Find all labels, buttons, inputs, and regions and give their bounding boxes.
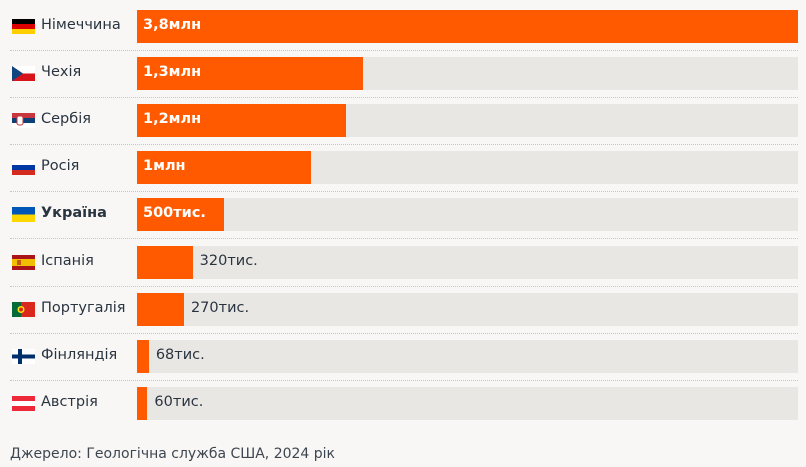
value-label: 60тис. xyxy=(154,393,204,410)
bar xyxy=(137,57,364,91)
category-label: Сербія xyxy=(41,111,91,128)
bar-track: 68тис. xyxy=(137,339,798,373)
row-divider xyxy=(10,238,798,240)
bar xyxy=(137,198,224,232)
bar-row: Росія 1млн xyxy=(0,151,806,185)
bar-row: Німеччина 3,8млн xyxy=(0,10,806,43)
category-label: Німеччина xyxy=(41,17,121,33)
bar-track: 60тис. xyxy=(137,386,798,420)
bar xyxy=(137,245,193,279)
flag-cz-icon xyxy=(12,66,35,82)
bar xyxy=(137,339,149,373)
bar xyxy=(137,104,346,138)
bar-row: Україна 500тис. xyxy=(0,198,806,232)
bar-track: 500тис. xyxy=(137,198,798,232)
value-label: 500тис. xyxy=(143,205,206,222)
category-label: Австрія xyxy=(41,393,98,410)
bar-row: Фінляндія 68тис. xyxy=(0,339,806,373)
flag-rs-icon xyxy=(12,113,35,129)
category-label: Росія xyxy=(41,158,80,175)
flag-ua-icon xyxy=(12,207,35,223)
bar-track: 1млн xyxy=(137,151,798,185)
bar-row: Чехія 1,3млн xyxy=(0,57,806,91)
bar xyxy=(137,292,184,326)
flag-pt-icon xyxy=(12,301,35,317)
category-label: Чехія xyxy=(41,64,82,81)
category-label: Україна xyxy=(41,205,107,222)
bar-row: Австрія 60тис. xyxy=(0,386,806,420)
flag-es-icon xyxy=(12,254,35,270)
row-divider xyxy=(10,191,798,193)
bar-row: Сербія 1,2млн xyxy=(0,104,806,138)
category-label: Португалія xyxy=(41,299,126,316)
bar-track: 3,8млн xyxy=(137,10,798,43)
row-divider xyxy=(10,285,798,287)
bar-row: Іспанія 320тис. xyxy=(0,245,806,279)
value-label: 1млн xyxy=(143,158,186,175)
row-divider xyxy=(10,97,798,99)
value-label: 1,3млн xyxy=(143,64,202,81)
flag-fi-icon xyxy=(12,348,35,364)
bar xyxy=(137,151,311,185)
value-label: 320тис. xyxy=(199,252,258,269)
value-label: 68тис. xyxy=(155,346,205,363)
value-label: 270тис. xyxy=(190,299,250,316)
row-divider xyxy=(10,379,798,381)
source-note: Джерело: Геологічна служба США, 2024 рік xyxy=(10,446,336,462)
bar-track: 1,3млн xyxy=(137,57,798,91)
row-divider xyxy=(10,50,798,51)
value-label: 1,2млн xyxy=(143,111,202,128)
bar-track: 1,2млн xyxy=(137,104,798,138)
bar xyxy=(137,386,148,420)
bar-track: 270тис. xyxy=(137,292,798,326)
flag-at-icon xyxy=(12,395,35,411)
bar-row: Португалія 270тис. xyxy=(0,292,806,326)
row-divider xyxy=(10,332,798,334)
flag-de-icon xyxy=(12,19,35,34)
category-label: Іспанія xyxy=(41,252,94,269)
category-label: Фінляндія xyxy=(41,346,118,363)
row-divider xyxy=(10,144,798,146)
flag-ru-icon xyxy=(12,160,35,176)
bar-track: 320тис. xyxy=(137,245,798,279)
value-label: 3,8млн xyxy=(143,17,202,33)
bar xyxy=(137,10,798,43)
